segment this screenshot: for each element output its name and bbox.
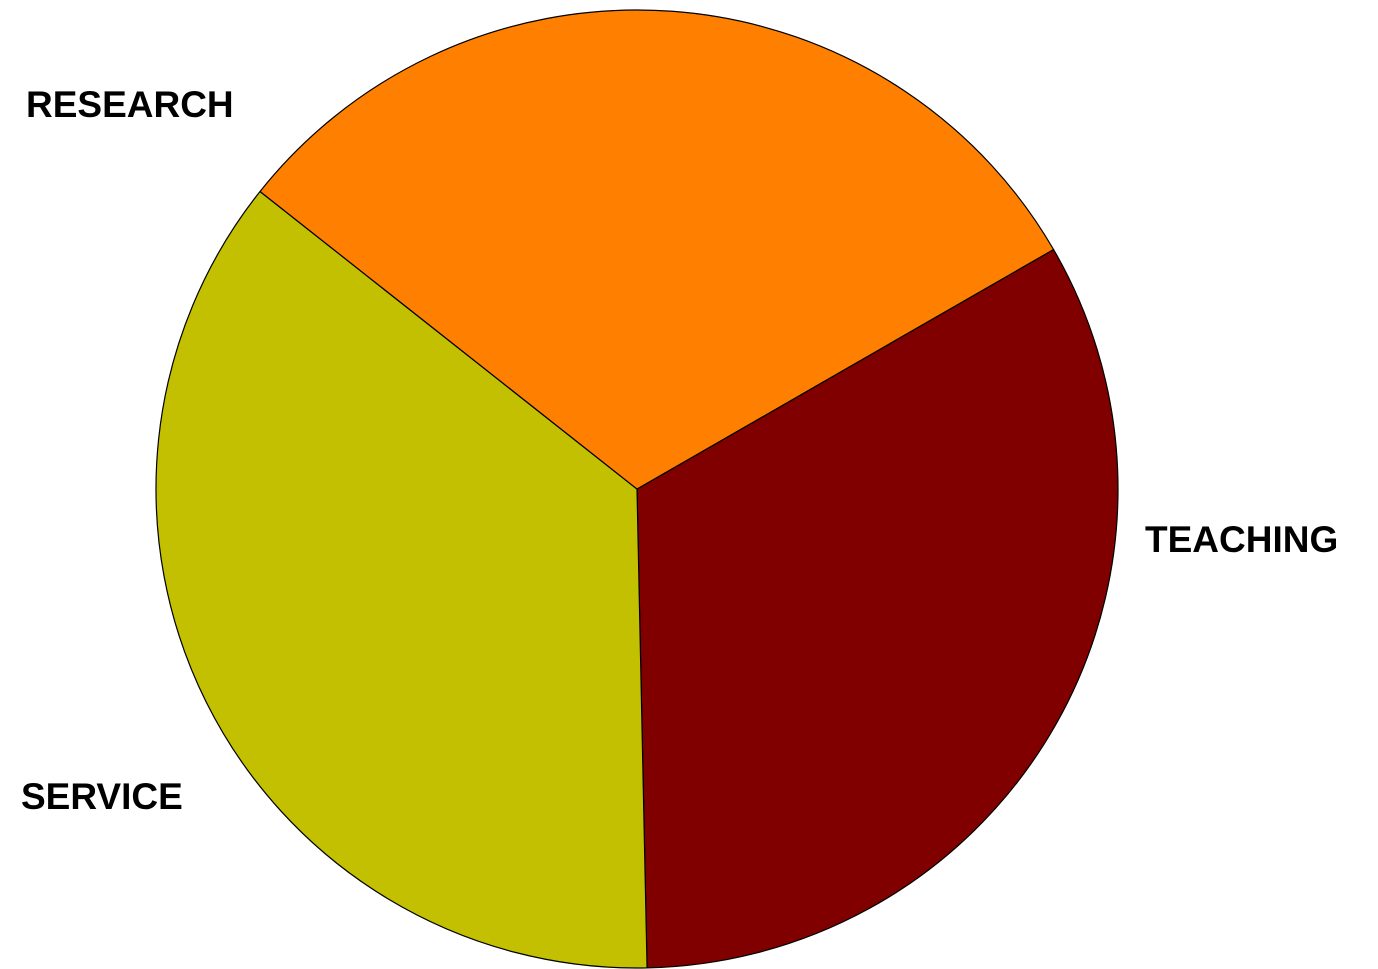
slice-label-service: SERVICE xyxy=(21,776,183,817)
slice-label-teaching: TEACHING xyxy=(1145,519,1339,560)
pie-slice-research xyxy=(636,248,1119,969)
pie-slice-service xyxy=(259,9,1055,490)
pie-slice-teaching xyxy=(155,190,648,969)
pie-slices xyxy=(155,9,1119,969)
slice-label-research: RESEARCH xyxy=(26,84,234,125)
